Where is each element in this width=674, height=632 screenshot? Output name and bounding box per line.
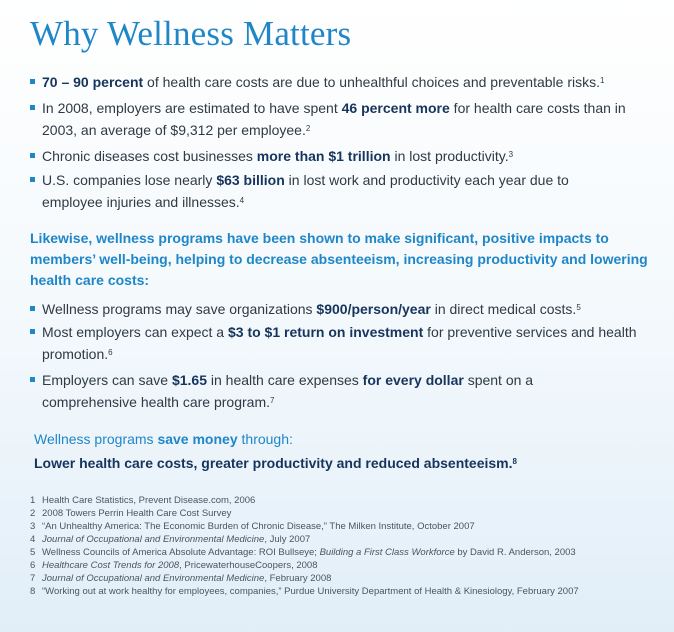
footnote-number: 6 [30,560,36,571]
footnote-italic: Building a First Class Workforce [319,547,455,558]
footnote-item: 7 Journal of Occupational and Environment… [30,572,670,585]
bullet-item: In 2008, employers are estimated to have… [30,97,632,141]
bullet-square-icon [30,153,35,158]
bullet-text: Employers can save [42,372,172,388]
bullet-text: of health care costs are due to unhealth… [143,74,601,90]
footnotes-list: 1 Health Care Statistics, Prevent Disease… [30,494,670,598]
bullet-text: for health care costs than in 2003, an a… [42,100,626,138]
footnote-ref: 5 [576,303,581,312]
save-money-heading: Wellness programs save money through: [34,429,293,449]
footnote-ref: 4 [239,196,245,205]
footnote-number: 7 [30,573,36,584]
footnote-text: Health Care Statistics, Prevent Disease.… [42,495,256,506]
footnote-text: Wellness Councils of America Absolute Ad… [42,547,320,558]
footnote-ref: 7 [270,396,275,405]
bullet-bold: 70 – 90 percent [42,74,144,90]
footnote-number: 8 [30,586,36,597]
bullet-text: in lost productivity. [390,148,509,164]
bullet-text: U.S. companies lose nearly [42,172,217,188]
footnote-ref: 1 [600,76,605,85]
bullet-text: Wellness programs may save organizations [42,301,317,317]
footnote-italic: Healthcare Cost Trends for 2008 [42,560,180,571]
save-heading-bold: save money [157,431,238,447]
page-title: Why Wellness Matters [30,14,352,53]
footnote-text: , February 2008 [264,573,332,584]
bullet-item: Most employers can expect a $3 to $1 ret… [30,321,642,365]
footnote-item: 5 Wellness Councils of America Absolute A… [30,546,670,559]
footnote-ref: 6 [108,348,113,357]
save-line-text: Lower health care costs, greater product… [34,455,513,471]
footnote-item: 8 “Working out at work healthy for employ… [30,585,670,598]
bullet-text: in direct medical costs. [430,301,577,317]
footnote-number: 3 [30,521,36,532]
footnote-number: 4 [30,534,36,545]
bullet-text: in health care expenses [207,372,363,388]
bullet-square-icon [30,306,35,311]
bullet-square-icon [30,79,35,84]
footnote-item: 1 Health Care Statistics, Prevent Disease… [30,494,670,507]
bullet-text: In 2008, employers are estimated to have… [42,100,342,116]
bullet-bold: $900/person/year [316,301,431,317]
footnote-number: 1 [30,495,36,506]
save-heading-suffix: through: [237,431,293,447]
bullet-text: Chronic diseases cost businesses [42,148,257,164]
footnote-item: 3 “An Unhealthy America: The Economic Bur… [30,520,670,533]
bullet-bold: more than $1 trillion [256,148,391,164]
bullet-text: for preventive services and health promo… [42,324,637,362]
bullet-item: Employers can save $1.65 in health care … [30,369,572,413]
footnote-text: , July 2007 [264,534,311,545]
footnote-item: 2 2008 Towers Perrin Health Care Cost Sur… [30,507,670,520]
bullet-square-icon [30,377,35,382]
bullet-bold: $3 to $1 return on investment [227,324,424,340]
footnote-ref: 2 [305,124,311,133]
save-money-line: Lower health care costs, greater product… [34,453,517,473]
footnote-item: 4 Journal of Occupational and Environment… [30,533,670,546]
footnote-ref: 3 [508,150,514,159]
bullet-item: Chronic diseases cost businesses more th… [30,145,662,167]
bullet-square-icon [30,177,35,182]
footnote-text: by David R. Anderson, 2003 [454,547,576,558]
footnote-text: 2008 Towers Perrin Health Care Cost Surv… [42,508,232,519]
footnote-number: 5 [30,547,36,558]
footnote-italic: Journal of Occupational and Environmenta… [42,534,265,545]
bullet-text: spent on a comprehensive health care pro… [42,372,534,410]
bullet-text: Most employers can expect a [42,324,228,340]
footnote-ref: 8 [512,457,517,466]
footnote-text: , PricewaterhouseCoopers, 2008 [179,560,318,571]
bullet-bold: $63 billion [216,172,285,188]
bullet-square-icon [30,329,35,334]
footnote-item: 6 Healthcare Cost Trends for 2008, Pricew… [30,559,670,572]
bullet-bold: $1.65 [171,372,207,388]
footnote-text: “An Unhealthy America: The Economic Burd… [42,521,475,532]
save-heading-prefix: Wellness programs [34,431,158,447]
bullet-item: U.S. companies lose nearly $63 billion i… [30,169,602,213]
bullet-bold: 46 percent more [341,100,450,116]
bullet-square-icon [30,105,35,110]
bullet-item: 70 – 90 percent of health care costs are… [30,71,662,93]
bullet-item: Wellness programs may save organizations… [30,298,662,320]
footnote-text: “Working out at work healthy for employe… [42,586,579,597]
bullet-bold: for every dollar [362,372,464,388]
bullet-text: in lost work and productivity each year … [42,172,569,210]
footnote-italic: Journal of Occupational and Environmenta… [42,573,265,584]
footnote-number: 2 [30,508,36,519]
intro-paragraph: Likewise, wellness programs have been sh… [30,230,648,288]
